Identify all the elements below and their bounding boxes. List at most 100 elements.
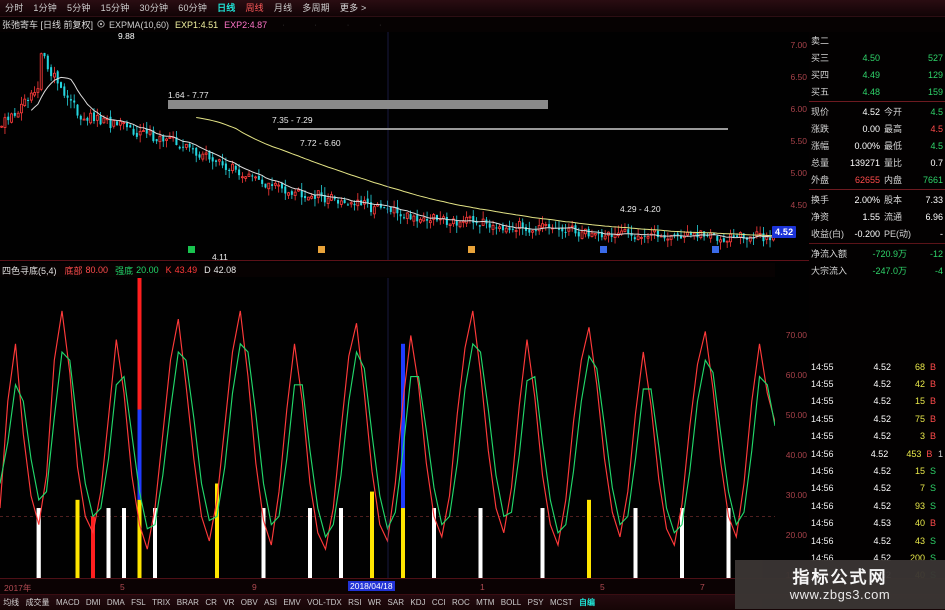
tick-row[interactable]: 14:56 4.52 200 S bbox=[809, 549, 945, 566]
tick-row[interactable]: 14:56 4.52 15 S bbox=[809, 462, 945, 479]
indicator-axis-tick-4: 30.00 bbox=[785, 490, 807, 500]
tick-list[interactable]: 14:55 4.52 68 B 14:55 4.52 42 B 14:55 4.52 15 B 14:5… bbox=[809, 358, 945, 584]
indicator-axis-tick-5: 20.00 bbox=[785, 530, 807, 540]
indicator-button-kdj[interactable]: KDJ bbox=[410, 598, 426, 607]
quote-fundamental-row-1: 净资 1.55 流通 6.96 bbox=[809, 208, 945, 225]
quote-stat-row-2: 涨幅 0.00% 最低 4.5 bbox=[809, 137, 945, 154]
sub-indicator-key-1: 底部 bbox=[64, 265, 83, 276]
tick-row[interactable]: 14:55 4.52 75 B bbox=[809, 410, 945, 427]
indicator-button-dma[interactable]: DMA bbox=[106, 598, 125, 607]
indicator-toolbar[interactable]: 均线 成交量 MACD DMI DMA FSL TRIX BRAR CR VR OBV ASI EMV V… bbox=[0, 594, 945, 610]
indicator-button-wr[interactable]: WR bbox=[367, 598, 382, 607]
tick-row[interactable]: 14:56 4.52 453 B 1 bbox=[809, 445, 945, 462]
quote-label-2: PE(动) bbox=[884, 229, 912, 239]
chart-annotation-5: 4.29 - 4.20 bbox=[620, 204, 661, 214]
period-tab-7[interactable]: 周线 bbox=[245, 3, 264, 13]
tick-row[interactable]: 14:55 4.52 42 B bbox=[809, 375, 945, 392]
period-tab-2[interactable]: 5分钟 bbox=[67, 3, 91, 13]
tick-row[interactable]: 14:55 4.52 68 B bbox=[809, 358, 945, 375]
tick-price: 4.52 bbox=[870, 448, 889, 459]
gear-icon[interactable] bbox=[93, 19, 109, 30]
tick-price: 4.52 bbox=[873, 500, 891, 511]
period-tab-10[interactable]: 更多 > bbox=[339, 3, 367, 13]
quote-label: 涨幅 bbox=[811, 141, 830, 151]
period-tab-6[interactable]: 日线 bbox=[217, 3, 236, 13]
tick-row[interactable]: 14:56 4.53 40 B bbox=[809, 515, 945, 532]
tick-row[interactable]: 14:56 4.52 7 S bbox=[809, 480, 945, 497]
tick-row[interactable]: 14:55 4.52 3 B bbox=[809, 428, 945, 445]
tick-direction-flag: S bbox=[930, 500, 937, 511]
candlestick-chart[interactable] bbox=[0, 32, 775, 260]
indicator-button-emv[interactable]: EMV bbox=[283, 598, 301, 607]
indicator-button--[interactable]: 均线 bbox=[3, 598, 20, 607]
chart-annotation-3: 7.72 - 6.60 bbox=[300, 138, 341, 148]
quote-value-2: 159 bbox=[927, 86, 943, 97]
quote-value: -0.200 bbox=[854, 228, 880, 239]
pane-divider bbox=[0, 260, 945, 261]
quote-label: 涨跌 bbox=[811, 124, 830, 134]
sub-indicator-name[interactable]: 四色寻底(5,4) bbox=[2, 265, 57, 276]
indicator-button-rsi[interactable]: RSI bbox=[348, 598, 362, 607]
indicator-button-vr[interactable]: VR bbox=[223, 598, 235, 607]
tick-row[interactable]: 14:56 4.52 43 S bbox=[809, 532, 945, 549]
indicator-button-asi[interactable]: ASI bbox=[264, 598, 277, 607]
sub-indicator-key-3: K bbox=[165, 265, 172, 275]
indicator-button-dmi[interactable]: DMI bbox=[85, 598, 101, 607]
indicator-button-psy[interactable]: PSY bbox=[527, 598, 544, 607]
tick-direction-flag: S bbox=[930, 552, 937, 563]
indicator-button-sar[interactable]: SAR bbox=[387, 598, 404, 607]
period-toolbar[interactable]: 分时 1分钟 5分钟 15分钟 30分钟 60分钟 日线 周线 月线 多周期 更多 > bbox=[0, 0, 945, 17]
tick-price: 4.52 bbox=[873, 379, 891, 390]
date-axis-label-5: 7 bbox=[700, 582, 705, 592]
quote-fundamental-row-2: 收益(白) -0.200 PE(动) - bbox=[809, 225, 945, 242]
quote-value-2: 4.5 bbox=[930, 123, 943, 134]
period-tab-4[interactable]: 30分钟 bbox=[139, 3, 169, 13]
quote-stat-row-1: 涨跌 0.00 最高 4.5 bbox=[809, 120, 945, 137]
indicator-button-fsl[interactable]: FSL bbox=[131, 598, 146, 607]
tick-direction-flag: B bbox=[930, 396, 937, 407]
indicator-button-trix[interactable]: TRIX bbox=[152, 598, 171, 607]
indicator-button-mcst[interactable]: MCST bbox=[550, 598, 573, 607]
period-tab-5[interactable]: 60分钟 bbox=[178, 3, 208, 13]
indicator-button--[interactable]: 成交量 bbox=[25, 598, 50, 607]
period-tab-3[interactable]: 15分钟 bbox=[100, 3, 130, 13]
tick-row[interactable]: 14:56 4.52 93 S bbox=[809, 497, 945, 514]
indicator-button-obv[interactable]: OBV bbox=[240, 598, 258, 607]
quote-stat-row-0: 现价 4.52 今开 4.5 bbox=[809, 103, 945, 120]
date-axis-label-3: 1 bbox=[480, 582, 485, 592]
quote-stat-row-4: 外盘 62655 内盘 7661 bbox=[809, 171, 945, 188]
period-tab-8[interactable]: 月线 bbox=[273, 3, 293, 13]
indicator-button-mtm[interactable]: MTM bbox=[476, 598, 495, 607]
quote-divider-3 bbox=[809, 243, 945, 244]
period-tab-0[interactable]: 分时 bbox=[5, 3, 24, 13]
indicator-button-boll[interactable]: BOLL bbox=[500, 598, 522, 607]
indicator-button-roc[interactable]: ROC bbox=[452, 598, 470, 607]
indicator-button-cr[interactable]: CR bbox=[205, 598, 217, 607]
tick-row[interactable]: 14:55 4.52 15 B bbox=[809, 393, 945, 410]
right-price-axis: 7.00 6.50 6.00 5.50 5.00 4.50 70.00 60.00 50.00 4… bbox=[775, 32, 809, 580]
tick-time: 14:56 bbox=[811, 483, 834, 494]
indicator-button-macd[interactable]: MACD bbox=[55, 598, 80, 607]
stock-name-label[interactable]: 张弛寄车 [日线 前复权] bbox=[2, 20, 94, 30]
candlestick-svg bbox=[0, 32, 775, 260]
sub-indicator-chart[interactable] bbox=[0, 278, 775, 578]
period-tab-9[interactable]: 多周期 bbox=[302, 3, 330, 13]
indicator-button-brar[interactable]: BRAR bbox=[176, 598, 199, 607]
period-tab-1[interactable]: 1分钟 bbox=[33, 3, 58, 13]
tick-volume: 453 bbox=[906, 448, 922, 459]
indicator-button--[interactable]: 自编 bbox=[579, 598, 596, 607]
date-axis-label-1: 5 bbox=[120, 582, 125, 592]
indicator-button-vol-tdx[interactable]: VOL-TDX bbox=[307, 598, 342, 607]
sub-indicator-value-2: 20.00 bbox=[136, 265, 159, 275]
order-book-row-3: 买五 4.48 159 bbox=[809, 83, 945, 100]
quote-value: 4.49 bbox=[862, 69, 880, 80]
quote-divider-1 bbox=[809, 101, 945, 102]
quote-value-2: - bbox=[940, 228, 943, 239]
quote-label: 净资 bbox=[811, 212, 830, 222]
watermark-url: www.zbgs3.com bbox=[789, 586, 891, 602]
tick-volume: 200 bbox=[909, 552, 925, 563]
quote-value: 2.00% bbox=[854, 194, 880, 205]
price-axis-tick-5: 4.50 bbox=[790, 200, 807, 210]
tick-time: 14:55 bbox=[811, 361, 834, 372]
indicator-button-cci[interactable]: CCI bbox=[431, 598, 446, 607]
